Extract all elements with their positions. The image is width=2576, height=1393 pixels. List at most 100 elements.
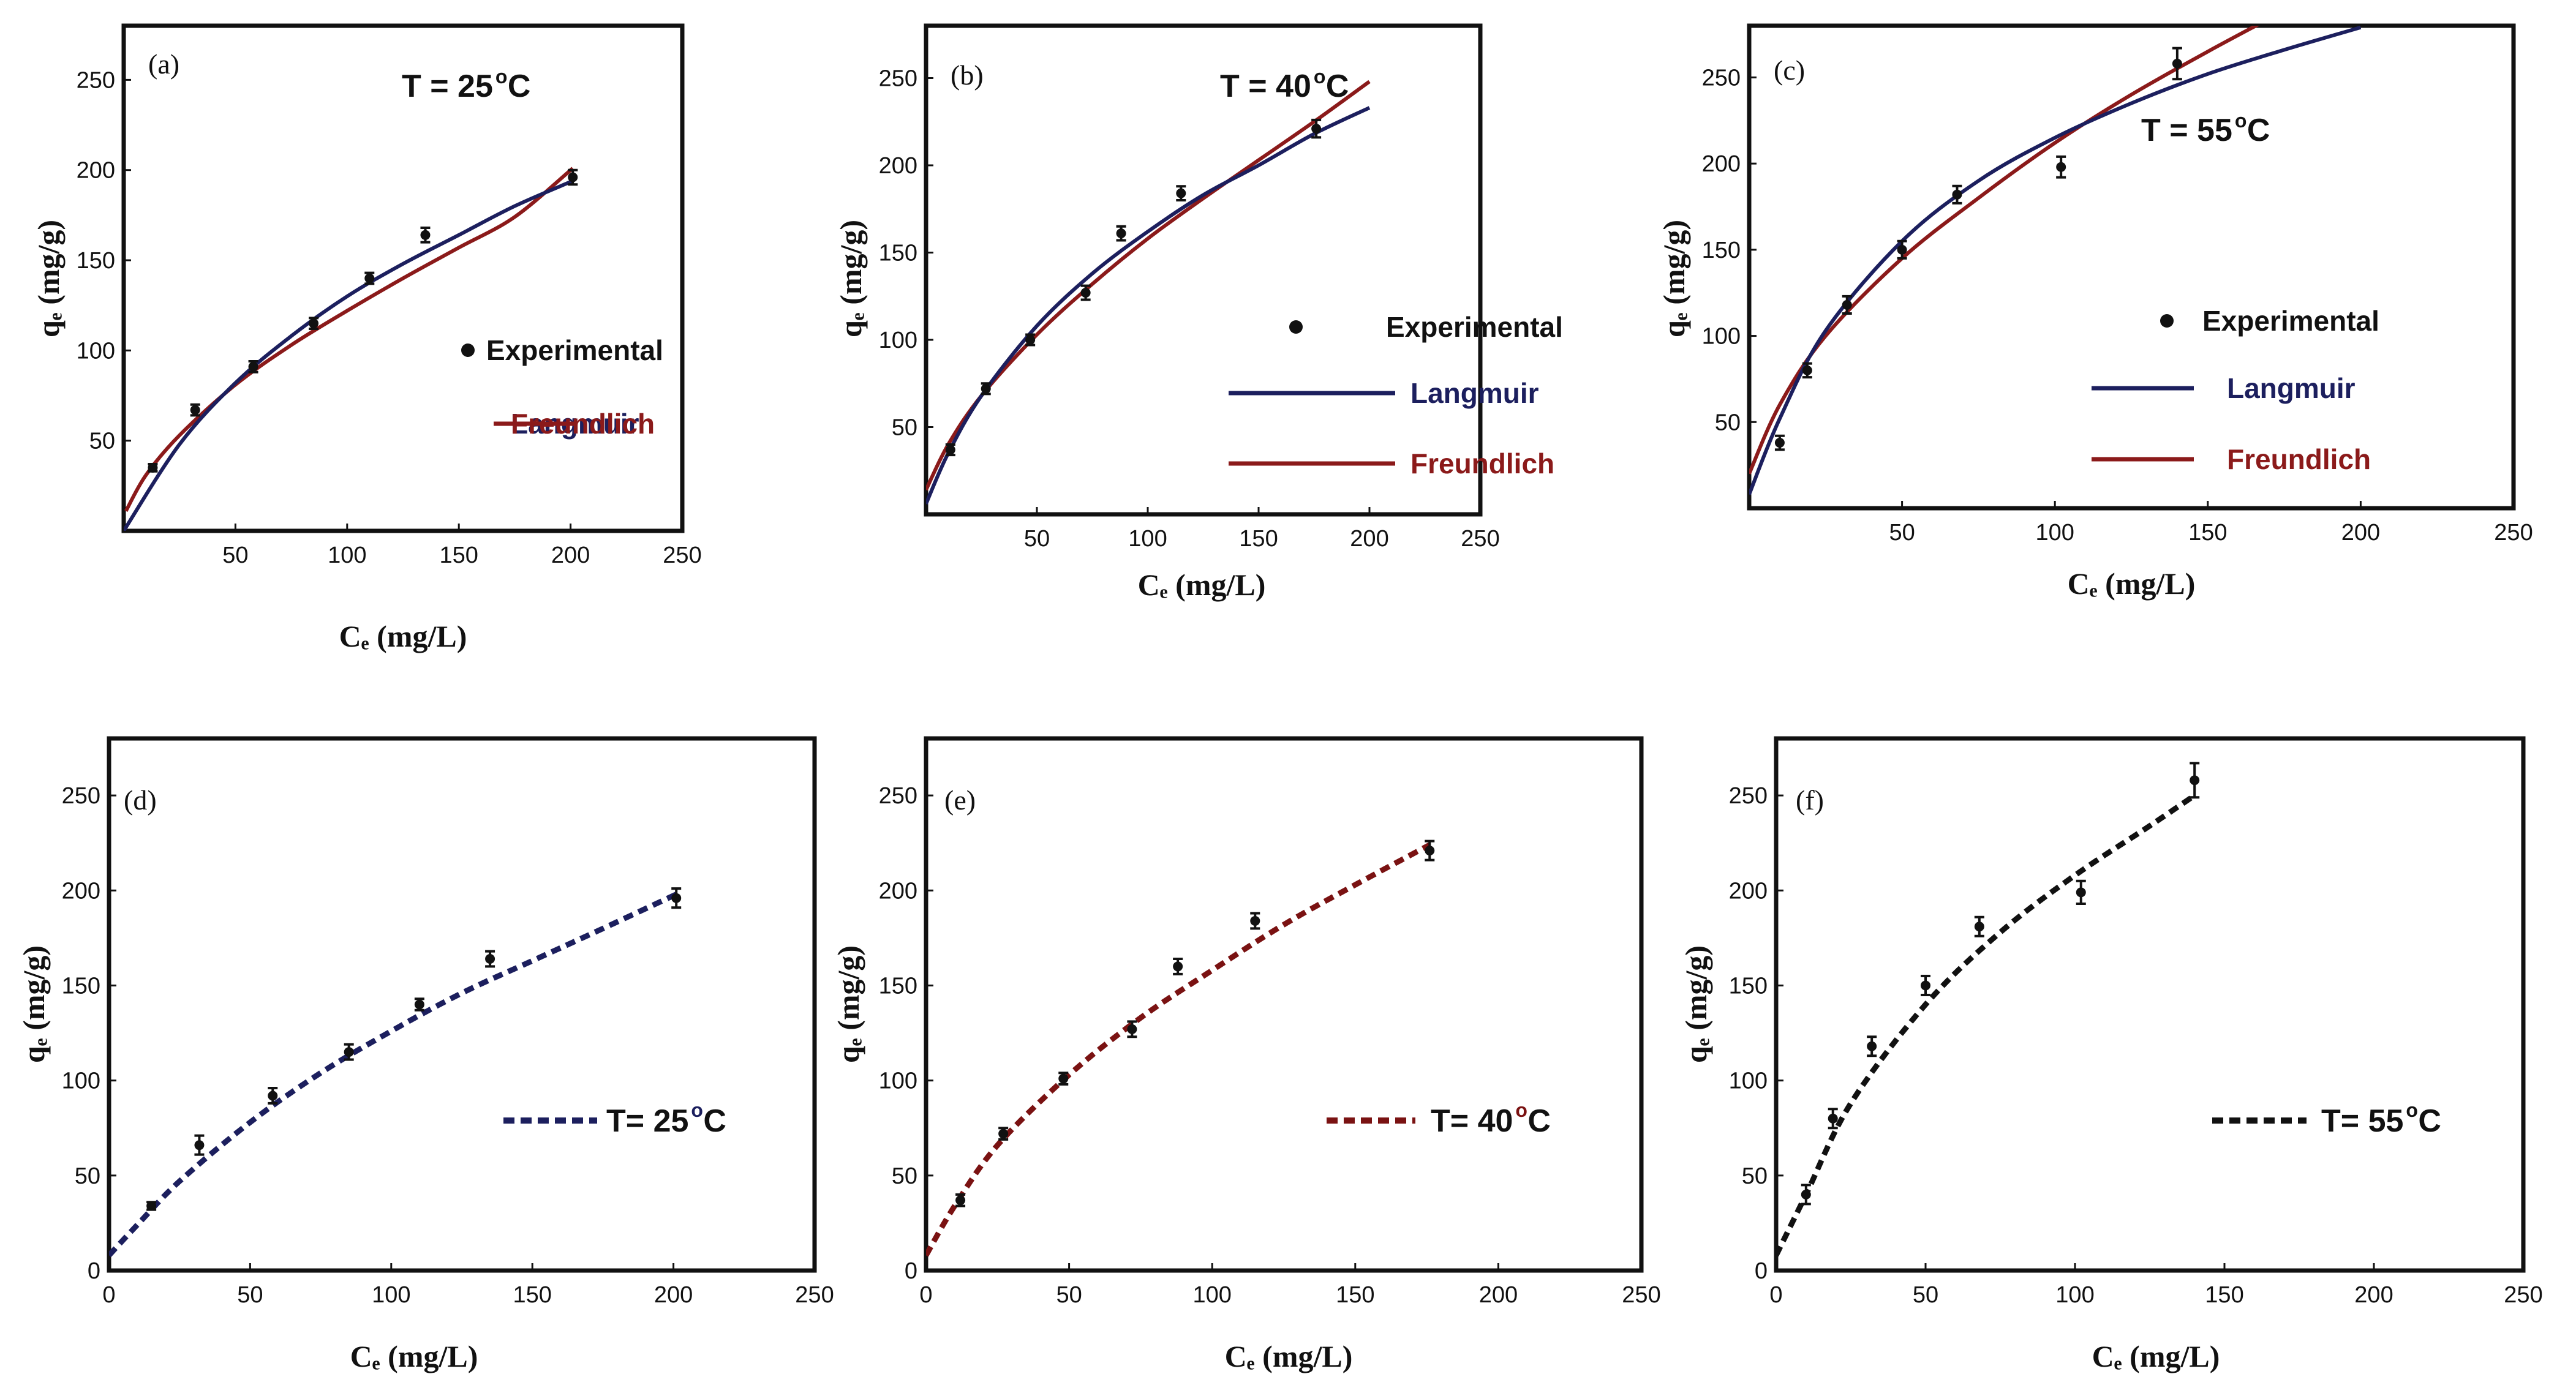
y-tick-label: 50: [75, 1163, 100, 1189]
data-point: [194, 1140, 205, 1151]
data-point: [2172, 58, 2182, 69]
data-point: [1127, 1024, 1137, 1034]
y-tick-label: 200: [1702, 151, 1741, 177]
x-tick-label: 200: [1479, 1282, 1518, 1308]
data-point: [1116, 228, 1126, 239]
langmuir-curve-a: [124, 179, 574, 531]
plot-area-f: [1776, 793, 2196, 1257]
data-point: [485, 954, 495, 964]
legend-experimental-text: Experimental: [486, 334, 663, 366]
plot-frame-f: [1774, 736, 2526, 1273]
data-point: [414, 999, 424, 1010]
y-tick-label: 50: [892, 1163, 917, 1189]
x-tick-label: 0: [919, 1282, 932, 1308]
legend-langmuir-text: Langmuir: [2227, 372, 2356, 404]
y-tick-label: 150: [62, 973, 100, 999]
plot-frame-a: [121, 23, 685, 533]
data-point: [1828, 1113, 1838, 1124]
plot-area-b: [926, 80, 1371, 505]
x-tick-label: 0: [1769, 1282, 1782, 1308]
y-tick-label: 200: [879, 878, 917, 904]
y-tick-label: 150: [1702, 238, 1741, 263]
data-point: [568, 172, 578, 182]
legend-experimental-text: Experimental: [2202, 305, 2379, 337]
x-tick-label: 250: [663, 543, 701, 568]
data-point: [248, 361, 258, 372]
y-tick-label: 250: [1702, 65, 1741, 91]
plot-frame-d: [107, 736, 817, 1273]
x-tick-label: 150: [2188, 520, 2227, 546]
data-point: [1974, 922, 1984, 932]
x-tick-label: 250: [795, 1282, 834, 1308]
degree-sign: o: [1314, 66, 1326, 88]
langmuir-curve-b: [926, 106, 1371, 505]
y-tick-label: 100: [62, 1068, 100, 1094]
x-tick-label: 200: [2341, 520, 2380, 546]
panel-label-f: (f): [1796, 784, 1824, 816]
x-tick-label: 50: [237, 1282, 263, 1308]
legend-experimental-marker: [1289, 320, 1303, 334]
data-point: [344, 1047, 354, 1057]
y-axis-label-a: qₑ (mg/g): [31, 220, 66, 337]
y-tick-label: 100: [1729, 1068, 1768, 1094]
plot-area-d: [109, 892, 678, 1258]
data-point: [1311, 124, 1322, 134]
panel-label-e: (e): [944, 784, 976, 816]
x-tick-label: 150: [1336, 1282, 1374, 1308]
data-point: [955, 1195, 966, 1206]
x-axis-label-f: Cₑ (mg/L): [2092, 1339, 2220, 1373]
y-tick-label: 200: [1729, 878, 1768, 904]
y-tick-label: 0: [1755, 1258, 1768, 1284]
degree-sign: o: [1515, 1099, 1527, 1121]
x-tick-label: 100: [1128, 526, 1167, 552]
legend-fit-text-e: T= 40: [1431, 1103, 1513, 1139]
y-tick-label: 250: [1729, 783, 1768, 809]
x-tick-label: 150: [439, 543, 478, 568]
data-point: [148, 462, 158, 473]
y-tick-label: 250: [62, 783, 100, 809]
degree-sign: o: [495, 66, 508, 88]
legend-fit-text-f: T= 55: [2321, 1103, 2403, 1139]
y-tick-label: 50: [1742, 1163, 1768, 1189]
panel-c: 50 100 150 200 250 50 100 150 200 250 Cₑ (mg/L) qₑ …: [1657, 23, 2533, 601]
legend-fit-text-d: T= 25: [606, 1103, 688, 1139]
x-tick-label: 100: [2035, 520, 2074, 546]
y-axis-label-f: qₑ (mg/g): [1679, 945, 1713, 1063]
x-tick-label: 250: [1622, 1282, 1660, 1308]
data-point: [1801, 1189, 1811, 1200]
panel-a: 50 100 150 200 250 50 100 150 200 250 Cₑ (mg/L) qₑ …: [31, 23, 702, 653]
y-tick-label: 50: [1715, 410, 1741, 435]
fit-curve-d: [109, 892, 678, 1258]
data-point: [1842, 299, 1852, 310]
data-point: [1425, 846, 1435, 856]
plot-area-a: [124, 167, 574, 531]
x-tick-label: 200: [654, 1282, 693, 1308]
celsius-unit: C: [2247, 113, 2270, 148]
data-point: [1025, 335, 1036, 345]
y-tick-label: 100: [879, 328, 917, 353]
panel-d: 0 50 100 150 200 250 0 50 100 150 200 250 Cₑ (mg/L) q…: [17, 736, 834, 1373]
data-point: [2076, 887, 2086, 898]
data-point: [2190, 775, 2200, 786]
y-tick-label: 50: [89, 429, 115, 454]
x-axis-label-c: Cₑ (mg/L): [2068, 566, 2196, 601]
x-tick-label: 100: [328, 543, 366, 568]
x-axis-label-b: Cₑ (mg/L): [1138, 568, 1266, 602]
y-tick-label: 200: [77, 158, 115, 184]
plot-area-e: [926, 842, 1431, 1257]
temperature-label-a: T = 25: [402, 69, 493, 104]
panel-label-c: (c): [1774, 54, 1805, 86]
y-tick-label: 100: [77, 338, 115, 364]
x-tick-label: 50: [222, 543, 248, 568]
x-tick-label: 50: [1889, 520, 1915, 546]
x-tick-label: 200: [2354, 1282, 2393, 1308]
y-tick-label: 150: [879, 973, 917, 999]
langmuir-curve-c: [1749, 26, 2362, 495]
y-axis-label-e: qₑ (mg/g): [831, 945, 865, 1063]
plot-frame-e: [924, 736, 1644, 1273]
y-tick-label: 150: [879, 241, 917, 266]
x-tick-label: 100: [2055, 1282, 2094, 1308]
legend-freundlich-text: Freundlich: [2227, 443, 2371, 475]
legend-langmuir-text: Langmuir: [1410, 377, 1539, 409]
panel-b: 50 100 150 200 250 50 100 150 200 250 Cₑ (mg/L) qₑ …: [834, 23, 1563, 602]
